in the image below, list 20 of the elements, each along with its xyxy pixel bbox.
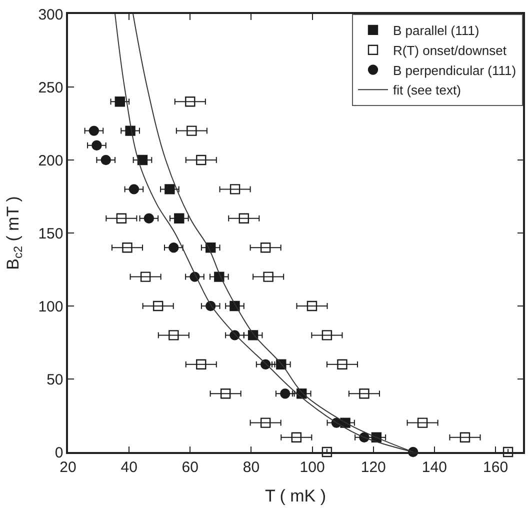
legend-label: B perpendicular (111): [393, 62, 516, 78]
x-tick-label: 60: [182, 458, 198, 476]
x-tick-label: 140: [422, 458, 447, 476]
y-tick-label: 150: [38, 225, 64, 242]
y-tick-label: 0: [54, 444, 64, 462]
y-tick-label: 50: [46, 371, 64, 388]
y-tick-label: 300: [38, 6, 64, 24]
x-tick-label: 40: [120, 458, 138, 476]
legend-label: R(T) onset/downset: [393, 42, 507, 58]
y-tick-label: 100: [38, 298, 64, 316]
x-tick-label: 20: [60, 458, 76, 476]
legend-label: fit (see text): [393, 82, 461, 98]
x-axis-title: T ( mK ): [264, 486, 326, 506]
x-tick-label: 80: [242, 458, 260, 476]
y-tick-label: 200: [38, 152, 64, 170]
y-tick-label: 250: [38, 79, 64, 96]
x-tick-label: 100: [300, 458, 325, 476]
x-tick-label: 160: [483, 458, 508, 476]
legend-label: B parallel (111): [393, 23, 480, 38]
x-tick-label: 120: [360, 458, 386, 476]
